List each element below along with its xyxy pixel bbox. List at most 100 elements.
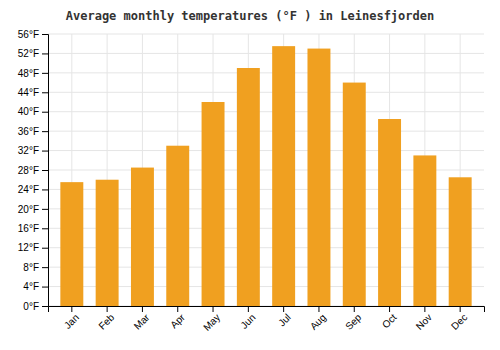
grid-line-y (48, 72, 484, 73)
grid-line-y (48, 111, 484, 112)
x-tick-label: Jul (276, 312, 293, 329)
x-tick-mark (71, 306, 72, 312)
x-tick-mark (248, 306, 249, 312)
x-tick: Sep (343, 306, 364, 332)
x-tick: Jan (62, 306, 81, 331)
y-tick-label: 4°F (23, 281, 39, 292)
bar (60, 182, 83, 306)
y-tick: 36°F (18, 126, 48, 137)
x-tick-label: Oct (380, 312, 399, 331)
y-tick: 4°F (23, 281, 48, 292)
x-tick-label: Jan (62, 312, 81, 331)
y-tick-mark (42, 209, 48, 210)
y-tick-mark (42, 34, 48, 35)
x-tick-label: Sep (343, 311, 364, 332)
y-tick-label: 16°F (18, 223, 39, 234)
bar (272, 46, 295, 306)
bar (449, 177, 472, 306)
x-tick: Jul (276, 306, 293, 328)
x-tick-mark (354, 306, 355, 312)
x-tick: Aug (308, 306, 328, 332)
bar (413, 155, 436, 306)
y-tick-label: 40°F (18, 106, 39, 117)
grid-line-y (48, 131, 484, 132)
x-tick-label: Feb (96, 311, 116, 331)
x-tick-mark (142, 306, 143, 312)
bar (96, 180, 119, 306)
y-tick: 40°F (18, 106, 48, 117)
bars (60, 46, 471, 306)
y-tick-mark (42, 306, 48, 307)
x-tick-label: Apr (168, 311, 187, 330)
y-tick: 0°F (23, 301, 48, 312)
y-tick: 12°F (18, 242, 48, 253)
y-tick-label: 36°F (18, 126, 39, 137)
bar (378, 119, 401, 306)
y-tick-label: 48°F (18, 68, 39, 79)
y-tick-label: 28°F (18, 165, 39, 176)
y-tick: 16°F (18, 223, 48, 234)
x-tick-mark (283, 306, 284, 312)
y-tick-mark (42, 170, 48, 171)
y-tick-mark (42, 151, 48, 152)
y-tick: 20°F (18, 204, 48, 215)
bar (307, 49, 330, 306)
x-tick-label: Jun (238, 312, 257, 331)
y-tick-label: 12°F (18, 242, 39, 253)
x-tick: Mar (132, 306, 152, 332)
grid (48, 34, 484, 306)
grid-line-y (48, 92, 484, 93)
x-tick-mark (318, 306, 319, 312)
y-tick: 8°F (23, 262, 48, 273)
grid-line-y (48, 150, 484, 151)
x-tick-label: Nov (414, 312, 434, 332)
y-tick-mark (42, 228, 48, 229)
plot: 0°F 4°F 8°F 12°F 16°F 20°F 24°F 28°F 32°F 36°F 40°… (18, 29, 485, 333)
x-tick: Oct (380, 306, 399, 330)
x-tick-label: Mar (132, 311, 152, 331)
y-tick-mark (42, 53, 48, 54)
x-axis: Jan Feb Mar Apr May Jun Jul Aug Sep Oct Nov Dec (49, 306, 485, 333)
x-tick-label: Aug (308, 312, 328, 332)
grid-line-y (48, 34, 484, 35)
y-tick-label: 56°F (18, 29, 39, 40)
y-tick-label: 32°F (18, 145, 39, 156)
y-tick: 32°F (18, 145, 48, 156)
x-tick: Dec (449, 306, 469, 332)
title: Average monthly temperatures (°F ) in Le… (66, 9, 434, 23)
x-tick-label: May (201, 312, 222, 333)
y-tick-mark (42, 73, 48, 74)
y-tick-label: 24°F (18, 184, 39, 195)
y-tick-mark (42, 112, 48, 113)
y-tick: 28°F (18, 165, 48, 176)
x-axis-line (49, 307, 485, 313)
x-tick: Jun (238, 306, 257, 331)
x-tick: May (201, 306, 222, 333)
y-tick-label: 44°F (18, 87, 39, 98)
x-tick-mark (107, 306, 108, 312)
y-axis: 0°F 4°F 8°F 12°F 16°F 20°F 24°F 28°F 32°F 36°F 40°… (18, 29, 49, 312)
y-tick-mark (42, 248, 48, 249)
x-tick-mark (389, 306, 390, 312)
bar (131, 168, 154, 306)
x-tick-mark (213, 306, 214, 312)
x-tick-label: Dec (449, 312, 469, 332)
grid-line-y (48, 53, 484, 54)
y-tick: 48°F (18, 68, 48, 79)
y-tick: 24°F (18, 184, 48, 195)
x-tick: Apr (168, 306, 187, 330)
bar (166, 146, 189, 306)
y-tick-label: 20°F (18, 204, 39, 215)
chart: 0°F 4°F 8°F 12°F 16°F 20°F 24°F 28°F 32°F 36°F 40°… (0, 0, 500, 350)
x-tick-mark (177, 306, 178, 312)
x-tick: Feb (96, 306, 116, 332)
x-tick-mark (460, 306, 461, 312)
y-tick-label: 0°F (23, 301, 39, 312)
y-tick: 56°F (18, 29, 48, 40)
y-tick-mark (42, 131, 48, 132)
y-tick-mark (42, 189, 48, 190)
bar (343, 83, 366, 306)
bar (202, 102, 225, 306)
y-axis-line (42, 35, 49, 307)
x-tick-mark (424, 306, 425, 312)
